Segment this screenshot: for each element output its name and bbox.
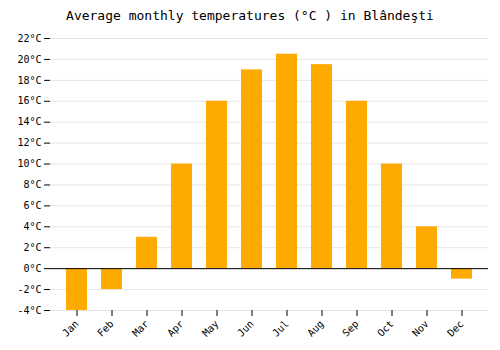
svg-text:22°C: 22°C — [17, 33, 41, 44]
svg-text:18°C: 18°C — [17, 75, 41, 86]
html-text:Average monthly temperatures (: Average monthly temperatures (°C ) in Bl… — [66, 8, 434, 23]
svg-text:Apr: Apr — [165, 318, 186, 339]
svg-text:Jan: Jan — [60, 318, 81, 339]
svg-text:2°C: 2°C — [23, 242, 41, 253]
svg-text:Aug: Aug — [305, 318, 326, 339]
svg-text:8°C: 8°C — [23, 179, 41, 190]
svg-text:14°C: 14°C — [17, 116, 41, 127]
svg-text:-4°C: -4°C — [17, 305, 41, 316]
svg-text:4°C: 4°C — [23, 221, 41, 232]
svg-text:10°C: 10°C — [17, 158, 41, 169]
svg-text:-2°C: -2°C — [17, 284, 41, 295]
svg-text:Jun: Jun — [235, 318, 256, 339]
svg-text:May: May — [200, 318, 221, 339]
svg-text:Sep: Sep — [340, 318, 361, 339]
svg-text:6°C: 6°C — [23, 200, 41, 211]
svg-text:Oct: Oct — [375, 318, 396, 339]
svg-text:20°C: 20°C — [17, 54, 41, 65]
svg-text:Feb: Feb — [95, 318, 116, 339]
svg-text:0°C: 0°C — [23, 263, 41, 274]
svg-text:12°C: 12°C — [17, 137, 41, 148]
svg-text:Nov: Nov — [410, 318, 431, 339]
svg-text:Mar: Mar — [130, 318, 151, 339]
svg-text:Dec: Dec — [445, 318, 466, 339]
svg-text:Jul: Jul — [270, 318, 291, 339]
svg-text:16°C: 16°C — [17, 95, 41, 106]
